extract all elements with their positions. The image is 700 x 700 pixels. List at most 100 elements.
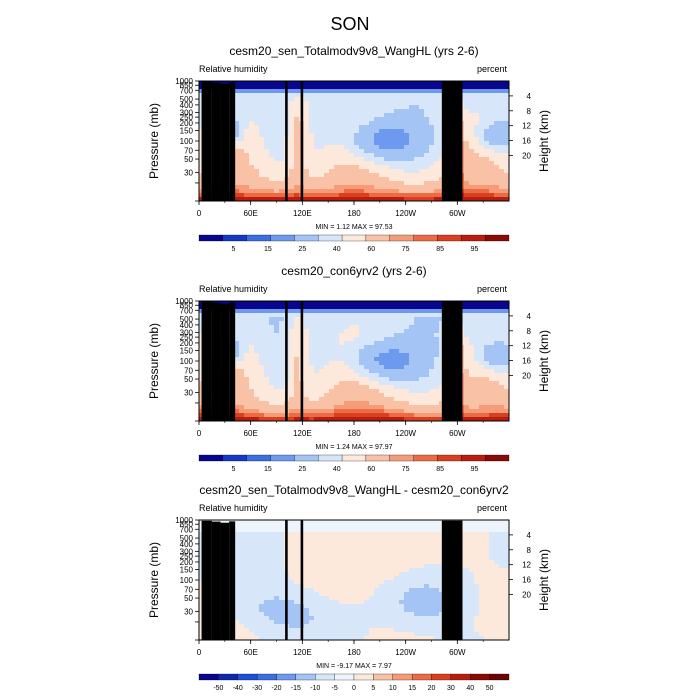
- heatmap-cell: [234, 169, 240, 174]
- heatmap-cell: [349, 333, 355, 338]
- y-tick-label: 300: [180, 108, 194, 117]
- heatmap-cell: [289, 564, 295, 569]
- right-axis-label: Height (km): [537, 330, 551, 392]
- heatmap-cell: [294, 337, 300, 342]
- heatmap-cell: [414, 552, 420, 557]
- heatmap-cell: [279, 528, 285, 533]
- heatmap-cell: [384, 337, 390, 342]
- heatmap-cell: [249, 393, 255, 398]
- heatmap-cell: [439, 349, 445, 354]
- heatmap-cell: [369, 165, 375, 170]
- heatmap-cell: [359, 101, 365, 106]
- heatmap-cell: [479, 329, 485, 334]
- heatmap-cell: [414, 197, 420, 202]
- heatmap-cell: [359, 560, 365, 565]
- heatmap-cell: [254, 325, 260, 330]
- heatmap-cell: [249, 125, 255, 130]
- heatmap-cell: [414, 89, 420, 94]
- heatmap-cell: [389, 117, 395, 122]
- heatmap-cell: [399, 564, 405, 569]
- x-tick-label: 0: [197, 209, 202, 218]
- heatmap-cell: [264, 141, 270, 146]
- heatmap-cell: [309, 101, 315, 106]
- heatmap-cell: [349, 193, 355, 198]
- heatmap-cell: [279, 165, 285, 170]
- heatmap-cell: [349, 393, 355, 398]
- heatmap-cell: [369, 185, 375, 190]
- heatmap-cell: [464, 325, 470, 330]
- heatmap-cell: [424, 385, 430, 390]
- heatmap-cell: [289, 145, 295, 150]
- heatmap-cell: [289, 165, 295, 170]
- heatmap-cell: [404, 97, 410, 102]
- heatmap-cell: [464, 137, 470, 142]
- heatmap-cell: [424, 313, 430, 318]
- heatmap-cell: [464, 197, 470, 202]
- heatmap-cell: [259, 181, 265, 186]
- heatmap-cell: [309, 317, 315, 322]
- heatmap-cell: [349, 341, 355, 346]
- heatmap-cell: [344, 309, 350, 314]
- heatmap-cell: [294, 93, 300, 98]
- heatmap-cell: [394, 584, 400, 589]
- heatmap-cell: [294, 365, 300, 370]
- heatmap-cell: [329, 580, 335, 585]
- heatmap-cell: [324, 397, 330, 402]
- heatmap-cell: [414, 85, 420, 90]
- heatmap-cell: [364, 556, 370, 561]
- heatmap-cell: [379, 532, 385, 537]
- heatmap-cell: [354, 552, 360, 557]
- heatmap-cell: [479, 169, 485, 174]
- heatmap-cell: [344, 341, 350, 346]
- heatmap-cell: [354, 337, 360, 342]
- heatmap-cell: [329, 137, 335, 142]
- heatmap-cell: [419, 93, 425, 98]
- heatmap-cell: [474, 85, 480, 90]
- heatmap-cell: [254, 524, 260, 529]
- colorbar-swatch: [270, 234, 295, 242]
- heatmap-cell: [414, 137, 420, 142]
- heatmap-cell: [429, 377, 435, 382]
- heatmap-cell: [249, 349, 255, 354]
- heatmap-cell: [294, 385, 300, 390]
- heatmap-cell: [374, 377, 380, 382]
- heatmap-cell: [234, 369, 240, 374]
- heatmap-cell: [294, 377, 300, 382]
- heatmap-cell: [254, 413, 260, 418]
- heatmap-cell: [439, 81, 445, 86]
- heatmap-cell: [359, 121, 365, 126]
- heatmap-cell: [409, 381, 415, 386]
- heatmap-cell: [304, 385, 310, 390]
- heatmap-cell: [404, 417, 410, 422]
- heatmap-cell: [489, 556, 495, 561]
- heatmap-cell: [249, 413, 255, 418]
- heatmap-cell: [404, 301, 410, 306]
- heatmap-cell: [359, 305, 365, 310]
- heatmap-cell: [439, 93, 445, 98]
- heatmap-cell: [309, 397, 315, 402]
- heatmap-cell: [404, 117, 410, 122]
- heatmap-cell: [334, 97, 340, 102]
- heatmap-cell: [394, 169, 400, 174]
- heatmap-cell: [309, 89, 315, 94]
- heatmap-cell: [494, 129, 500, 134]
- heatmap-cell: [254, 117, 260, 122]
- heatmap-cell: [244, 317, 250, 322]
- heatmap-cell: [479, 137, 485, 142]
- heatmap-cell: [494, 309, 500, 314]
- heatmap-cell: [439, 580, 445, 585]
- heatmap-cell: [319, 520, 325, 525]
- heatmap-cell: [354, 189, 360, 194]
- heatmap-cell: [424, 169, 430, 174]
- heatmap-cell: [294, 560, 300, 565]
- topography-block: [211, 302, 221, 421]
- heatmap-cell: [324, 584, 330, 589]
- heatmap-cell: [314, 89, 320, 94]
- heatmap-cell: [334, 137, 340, 142]
- heatmap-cell: [234, 177, 240, 182]
- heatmap-cell: [294, 409, 300, 414]
- heatmap-cell: [329, 101, 335, 106]
- heatmap-cell: [349, 165, 355, 170]
- heatmap-cell: [424, 520, 430, 525]
- heatmap-cell: [499, 125, 505, 130]
